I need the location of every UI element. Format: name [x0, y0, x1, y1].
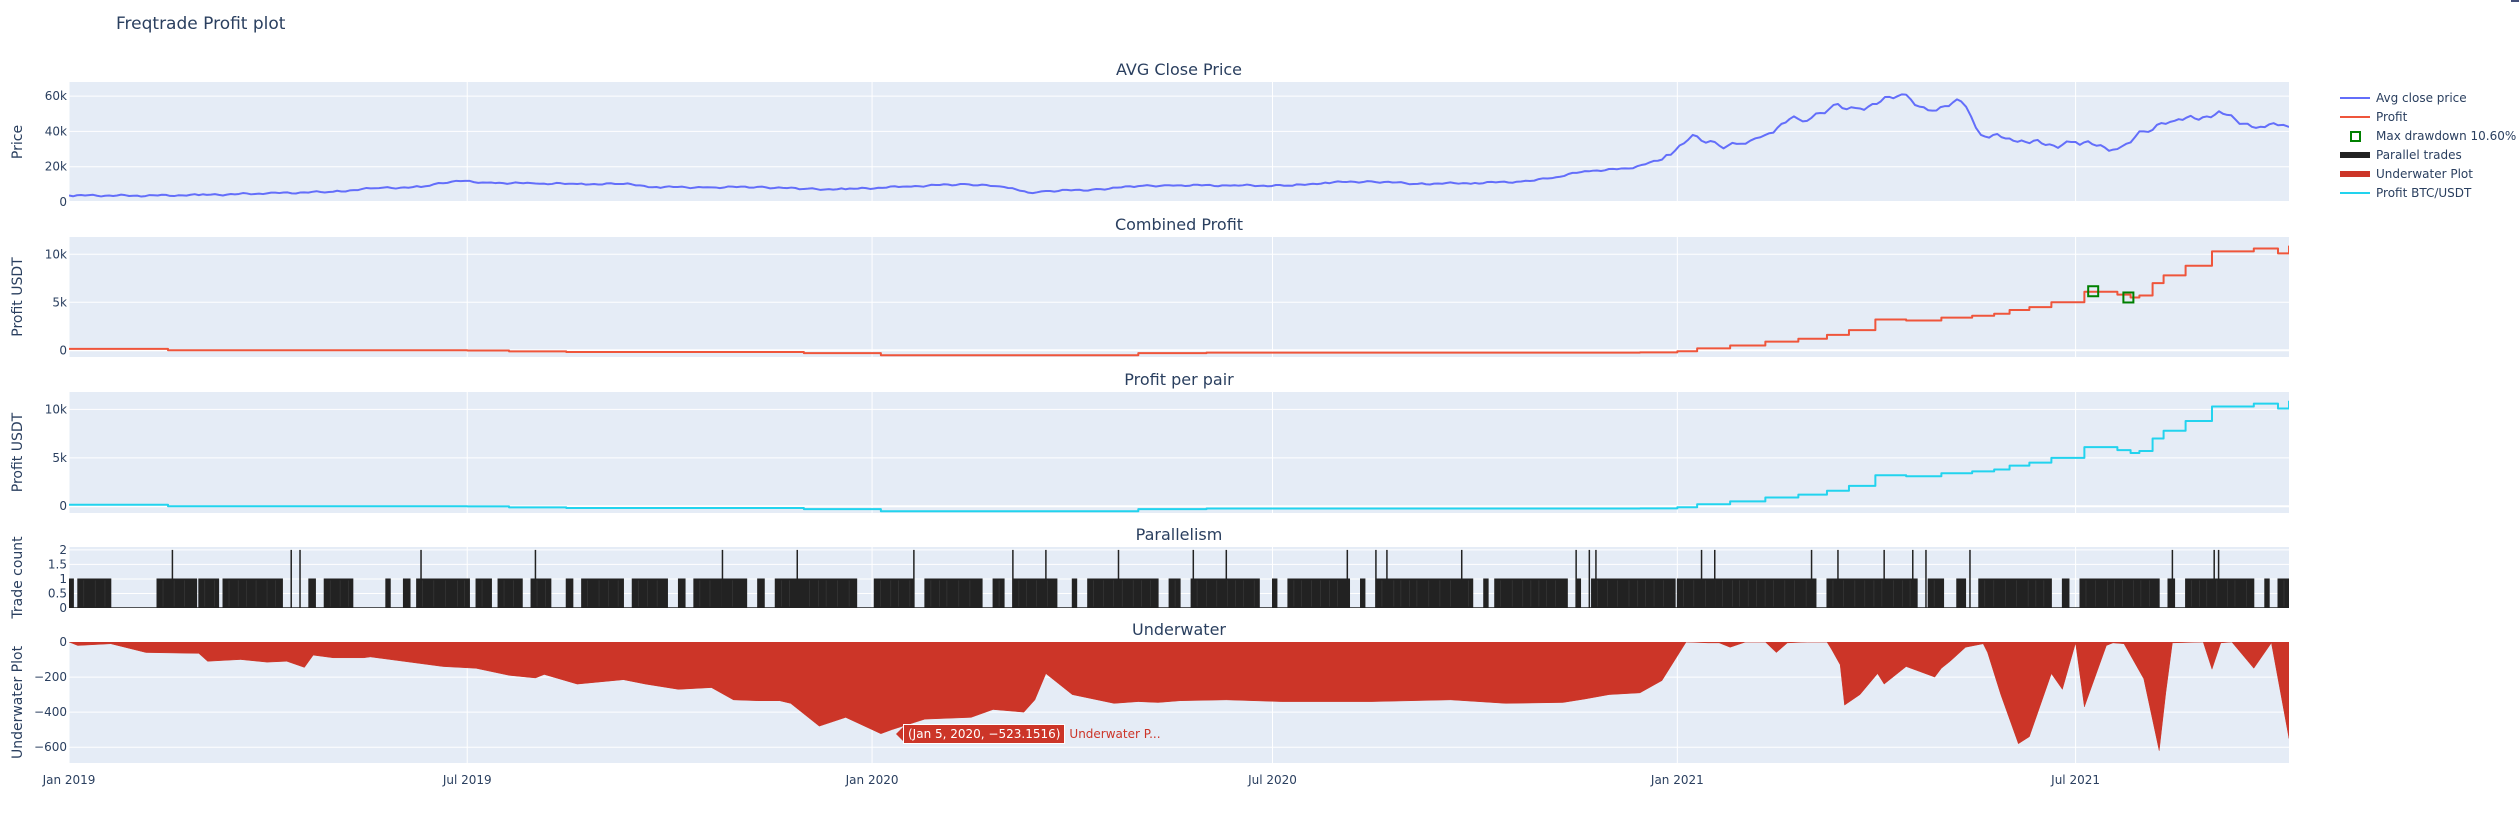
legend-label: Underwater Plot [2376, 166, 2473, 181]
y-tick-label: 1.5 [48, 557, 67, 571]
profit-line [69, 245, 2289, 357]
subplot-underwater[interactable]: 0 −200 −400 −600 Underwater Underwater Plot Ja… [10, 620, 2289, 787]
y-axis-label: Trade count [10, 536, 26, 620]
legend-label: Avg close price [2376, 90, 2467, 105]
y-tick-label: 5k [52, 295, 67, 309]
legend-item-parallel-trades[interactable]: Parallel trades [2338, 145, 2516, 164]
subplot-avg-close-price[interactable]: 0 20k 40k 60k AVG Close Price Price [10, 60, 2289, 209]
x-tick-label: Jul 2019 [442, 773, 492, 787]
legend-item-underwater-plot[interactable]: Underwater Plot [2338, 164, 2516, 183]
y-axis-label: Profit USDT [10, 412, 26, 492]
y-tick-label: 1 [59, 572, 67, 586]
x-tick-label: Jul 2020 [1247, 773, 1297, 787]
chart-title: Freqtrade Profit plot [116, 14, 286, 34]
y-tick-label: 0 [59, 343, 67, 357]
y-tick-label: 10k [45, 402, 67, 416]
hover-tooltip: (Jan 5, 2020, −523.1516) Underwater P... [896, 724, 1161, 744]
y-tick-label: 20k [45, 160, 67, 174]
tooltip-arrow-icon [896, 727, 903, 741]
legend-item-profit-btc-usdt[interactable]: Profit BTC/USDT [2338, 183, 2516, 202]
x-tick-label: Jan 2020 [845, 773, 899, 787]
y-tick-label: 5k [52, 451, 67, 465]
y-tick-label: 0 [59, 601, 67, 615]
max-drawdown-marker[interactable] [2087, 285, 2100, 298]
x-tick-label: Jan 2019 [42, 773, 96, 787]
y-tick-label: 40k [45, 124, 67, 138]
subplot-title: AVG Close Price [1116, 60, 1242, 79]
tooltip-series-name: Underwater P... [1069, 727, 1161, 741]
y-tick-label: 10k [45, 247, 67, 261]
plotly-logo-icon[interactable] [2511, 0, 2519, 2]
legend-label: Profit [2376, 109, 2408, 124]
subplot-title: Underwater [1132, 620, 1226, 639]
legend-label: Profit BTC/USDT [2376, 185, 2472, 200]
bar-swatch-icon [2338, 164, 2370, 183]
line-swatch-icon [2338, 183, 2370, 202]
y-tick-label: −600 [34, 740, 67, 754]
square-marker-icon [2338, 126, 2370, 145]
subplot-combined-profit[interactable]: 0 5k 10k Combined Profit Profit USDT [10, 215, 2289, 357]
tooltip-value: (Jan 5, 2020, −523.1516) [903, 724, 1066, 744]
legend-item-avg-close-price[interactable]: Avg close price [2338, 88, 2516, 107]
parallel-trades-bars [69, 578, 2289, 608]
line-swatch-icon [2338, 88, 2370, 107]
y-tick-label: 60k [45, 89, 67, 103]
y-axis-label: Profit USDT [10, 257, 26, 337]
y-tick-label: −400 [34, 705, 67, 719]
legend-item-profit[interactable]: Profit [2338, 107, 2516, 126]
subplot-parallelism[interactable]: 00.511.52 Parallelism Trade count [10, 525, 2289, 620]
bar-swatch-icon [2338, 145, 2370, 164]
underwater-area [69, 642, 2289, 751]
y-tick-label: 0.5 [48, 586, 67, 600]
avg-close-price-line [69, 93, 2289, 198]
y-axis-label: Underwater Plot [10, 645, 26, 759]
max-drawdown-marker[interactable] [2122, 291, 2135, 304]
subplot-profit-per-pair[interactable]: 0 5k 10k Profit per pair Profit USDT [10, 370, 2289, 513]
subplot-title: Profit per pair [1124, 370, 1234, 389]
y-tick-label: 0 [59, 635, 67, 649]
legend-label: Max drawdown 10.60% [2376, 128, 2517, 143]
legend-item-max-drawdown-10-60-[interactable]: Max drawdown 10.60% [2338, 126, 2516, 145]
y-axis-label: Price [10, 125, 26, 159]
subplot-title: Parallelism [1136, 525, 1223, 544]
legend[interactable]: Avg close price Profit Max drawdown 10.60%… [2338, 88, 2516, 202]
line-swatch-icon [2338, 107, 2370, 126]
profit-btc-usdt-line [69, 400, 2289, 513]
y-tick-label: −200 [34, 670, 67, 684]
x-tick-label: Jul 2021 [2050, 773, 2100, 787]
y-tick-label: 0 [59, 195, 67, 209]
legend-label: Parallel trades [2376, 147, 2462, 162]
x-tick-label: Jan 2021 [1650, 773, 1704, 787]
y-tick-label: 2 [59, 543, 67, 557]
y-tick-label: 0 [59, 499, 67, 513]
subplot-title: Combined Profit [1115, 215, 1243, 234]
